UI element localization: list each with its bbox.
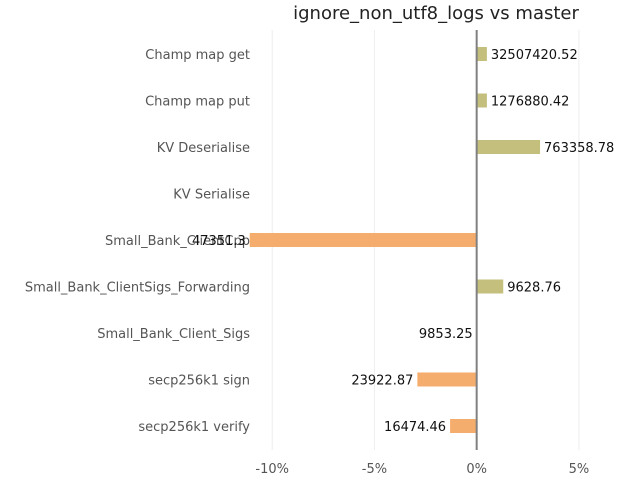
- category-label: Champ map get: [145, 48, 250, 63]
- x-tick-label: 0%: [466, 462, 487, 477]
- data-label: 1276880.42: [491, 95, 570, 110]
- data-label: 23922.87: [351, 374, 413, 389]
- bar: [476, 93, 487, 108]
- bar: [450, 419, 477, 433]
- data-label: 32507420.52: [491, 48, 578, 63]
- data-label: 9853.25: [419, 327, 473, 342]
- category-label: Small_Bank_ClientCpp: [105, 234, 250, 249]
- category-label: Champ map put: [145, 95, 250, 110]
- bars: [249, 47, 541, 433]
- bar: [476, 47, 487, 61]
- data-label: 9628.76: [507, 281, 561, 296]
- category-label: secp256k1 sign: [148, 374, 250, 389]
- data-labels: 32507420.52 1276880.42 763358.78 47351.3 962…: [192, 48, 614, 435]
- x-tick-label: -5%: [362, 462, 387, 477]
- bar: [476, 279, 504, 294]
- category-label: Small_Bank_ClientSigs_Forwarding: [25, 281, 250, 296]
- bar: [417, 372, 477, 387]
- data-label: 763358.78: [544, 141, 614, 156]
- category-label: KV Serialise: [173, 188, 250, 203]
- bar: [249, 233, 477, 247]
- category-label: KV Deserialise: [157, 141, 250, 156]
- category-label: secp256k1 verify: [138, 420, 250, 435]
- chart-title: ignore_non_utf8_logs vs master: [293, 3, 579, 24]
- category-label: Small_Bank_Client_Sigs: [97, 327, 250, 342]
- data-label: 47351.3: [192, 234, 246, 249]
- x-tick-label: -10%: [255, 462, 289, 477]
- x-tick-label: 5%: [569, 462, 590, 477]
- x-tick-labels: -10% -5% 0% 5%: [255, 462, 589, 477]
- bar: [476, 140, 541, 154]
- data-label: 16474.46: [384, 420, 446, 435]
- category-labels: Champ map get Champ map put KV Deserialise…: [25, 48, 250, 435]
